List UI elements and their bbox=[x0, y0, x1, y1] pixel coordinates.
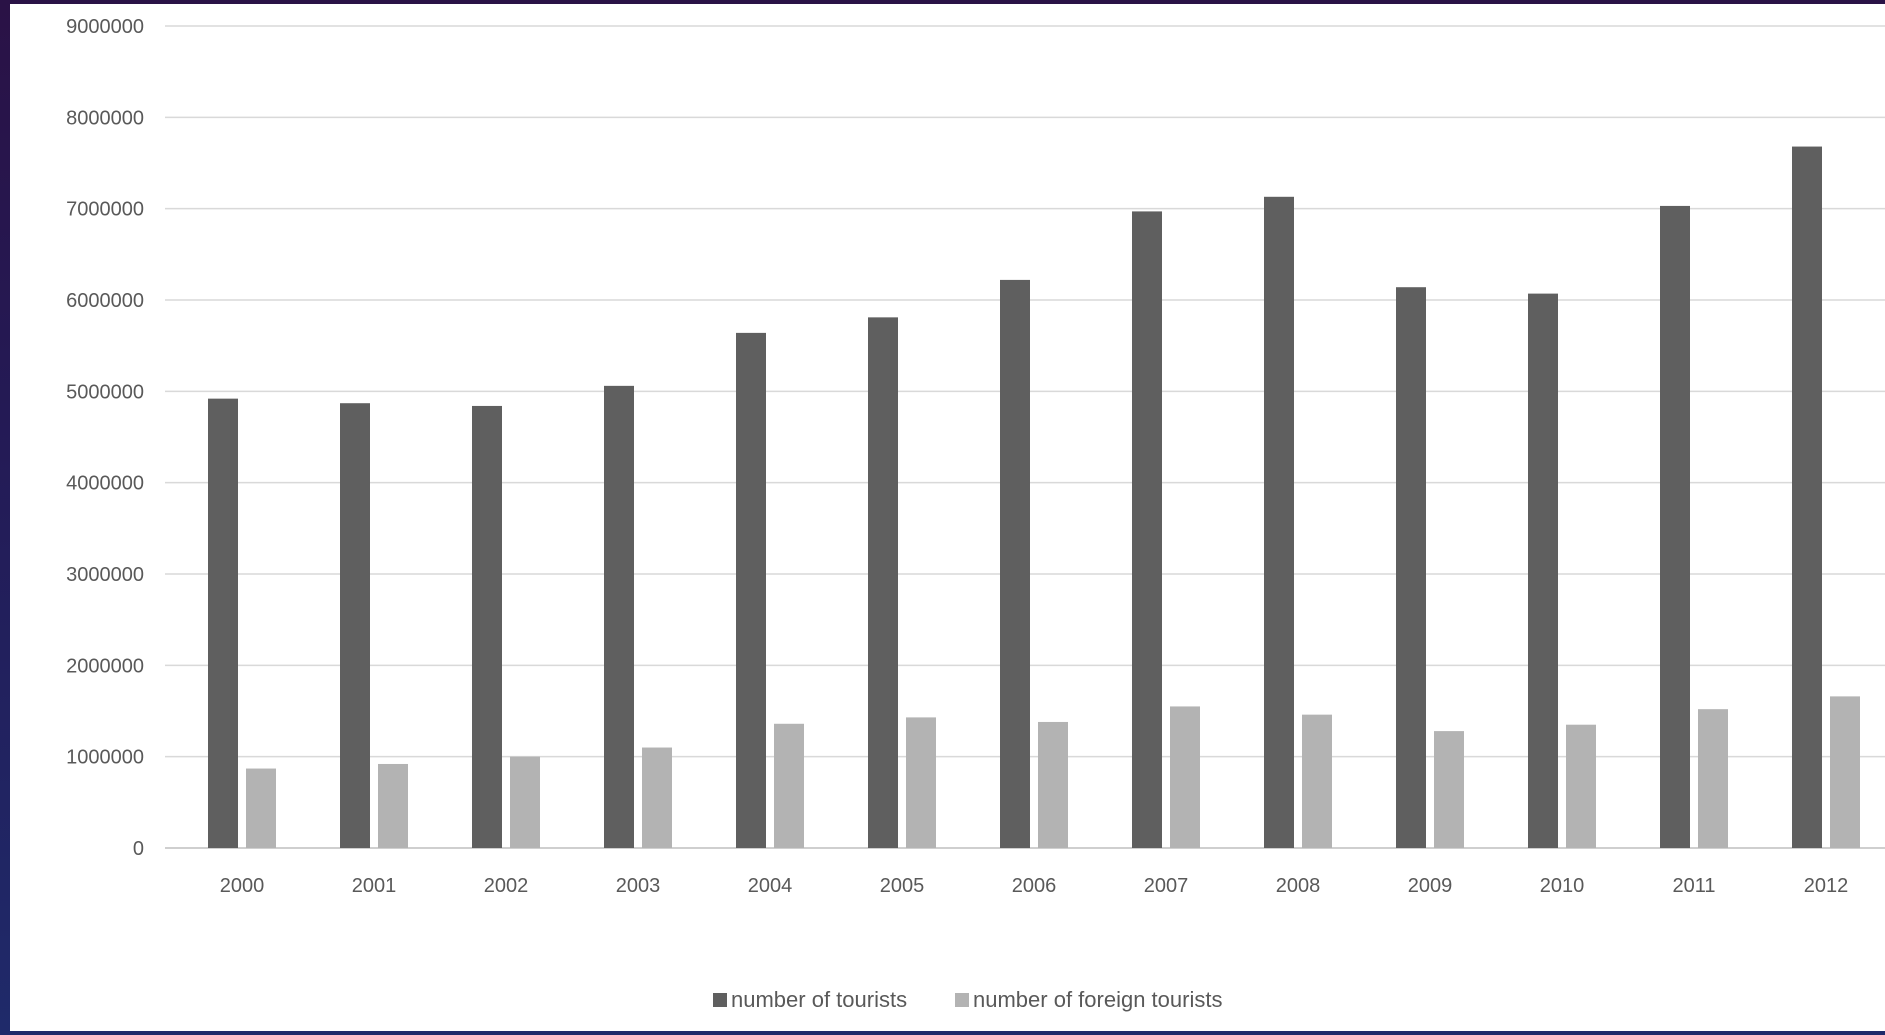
bar-foreign-tourists bbox=[378, 763, 408, 848]
bar-tourists bbox=[1000, 279, 1030, 848]
bar-tourists bbox=[472, 405, 502, 848]
bar-foreign-tourists bbox=[1038, 721, 1068, 848]
bar-tourists bbox=[736, 332, 766, 848]
x-tick-label: 2012 bbox=[1804, 875, 1849, 897]
legend-swatch bbox=[713, 993, 727, 1007]
bar-foreign-tourists bbox=[906, 717, 936, 848]
y-tick-label: 7000000 bbox=[66, 199, 144, 221]
bar-tourists bbox=[1660, 205, 1690, 849]
x-tick-label: 2008 bbox=[1276, 875, 1321, 897]
x-axis: 2000 2001 2002 2003 2004 2005 2006 2007 2008 2009… bbox=[220, 875, 1849, 897]
y-tick-label: 5000000 bbox=[66, 381, 144, 403]
x-tick-label: 2009 bbox=[1408, 875, 1453, 897]
x-tick-label: 2010 bbox=[1540, 875, 1585, 897]
bar-tourists bbox=[1528, 293, 1558, 848]
x-tick-label: 2004 bbox=[748, 875, 793, 897]
y-tick-label: 8000000 bbox=[66, 107, 144, 129]
bar-tourists bbox=[1396, 287, 1426, 848]
y-tick-label: 6000000 bbox=[66, 290, 144, 312]
y-tick-label: 3000000 bbox=[66, 564, 144, 586]
bar-chart: 0 1000000 2000000 3000000 4000000 5000000 6000… bbox=[66, 16, 1885, 1012]
y-tick-label: 1000000 bbox=[66, 747, 144, 769]
bar-tourists bbox=[868, 317, 898, 848]
bar-foreign-tourists bbox=[642, 747, 672, 848]
bars bbox=[208, 146, 1860, 849]
bar-tourists bbox=[1132, 211, 1162, 848]
y-tick-label: 4000000 bbox=[66, 473, 144, 495]
x-tick-label: 2007 bbox=[1144, 875, 1189, 897]
legend-swatch bbox=[955, 993, 969, 1007]
bar-foreign-tourists bbox=[1830, 696, 1860, 848]
bar-foreign-tourists bbox=[1566, 724, 1596, 848]
bar-tourists bbox=[1792, 146, 1822, 848]
x-tick-label: 2003 bbox=[616, 875, 661, 897]
bar-foreign-tourists bbox=[1698, 709, 1728, 848]
x-tick-label: 2002 bbox=[484, 875, 529, 897]
y-tick-label: 0 bbox=[133, 838, 144, 860]
bar-foreign-tourists bbox=[1170, 706, 1200, 848]
y-tick-label: 2000000 bbox=[66, 655, 144, 677]
chart-area: 0 1000000 2000000 3000000 4000000 5000000 6000… bbox=[10, 4, 1885, 1031]
y-axis: 0 1000000 2000000 3000000 4000000 5000000 6000… bbox=[66, 16, 144, 860]
y-tick-label: 9000000 bbox=[66, 16, 144, 38]
bar-tourists bbox=[1264, 196, 1294, 848]
bar-foreign-tourists bbox=[1302, 714, 1332, 848]
x-tick-label: 2006 bbox=[1012, 875, 1057, 897]
x-tick-label: 2001 bbox=[352, 875, 397, 897]
bar-foreign-tourists bbox=[774, 723, 804, 848]
x-tick-label: 2011 bbox=[1672, 875, 1715, 897]
legend: number of tourists number of foreign tour… bbox=[713, 987, 1222, 1012]
x-tick-label: 2005 bbox=[880, 875, 925, 897]
bar-tourists bbox=[340, 403, 370, 848]
bar-foreign-tourists bbox=[510, 756, 540, 848]
bar-foreign-tourists bbox=[246, 768, 276, 848]
bar-tourists bbox=[604, 385, 634, 848]
x-tick-label: 2000 bbox=[220, 875, 265, 897]
legend-label: number of tourists bbox=[731, 987, 907, 1012]
bar-tourists bbox=[208, 398, 238, 848]
bar-foreign-tourists bbox=[1434, 731, 1464, 848]
legend-label: number of foreign tourists bbox=[973, 987, 1222, 1012]
